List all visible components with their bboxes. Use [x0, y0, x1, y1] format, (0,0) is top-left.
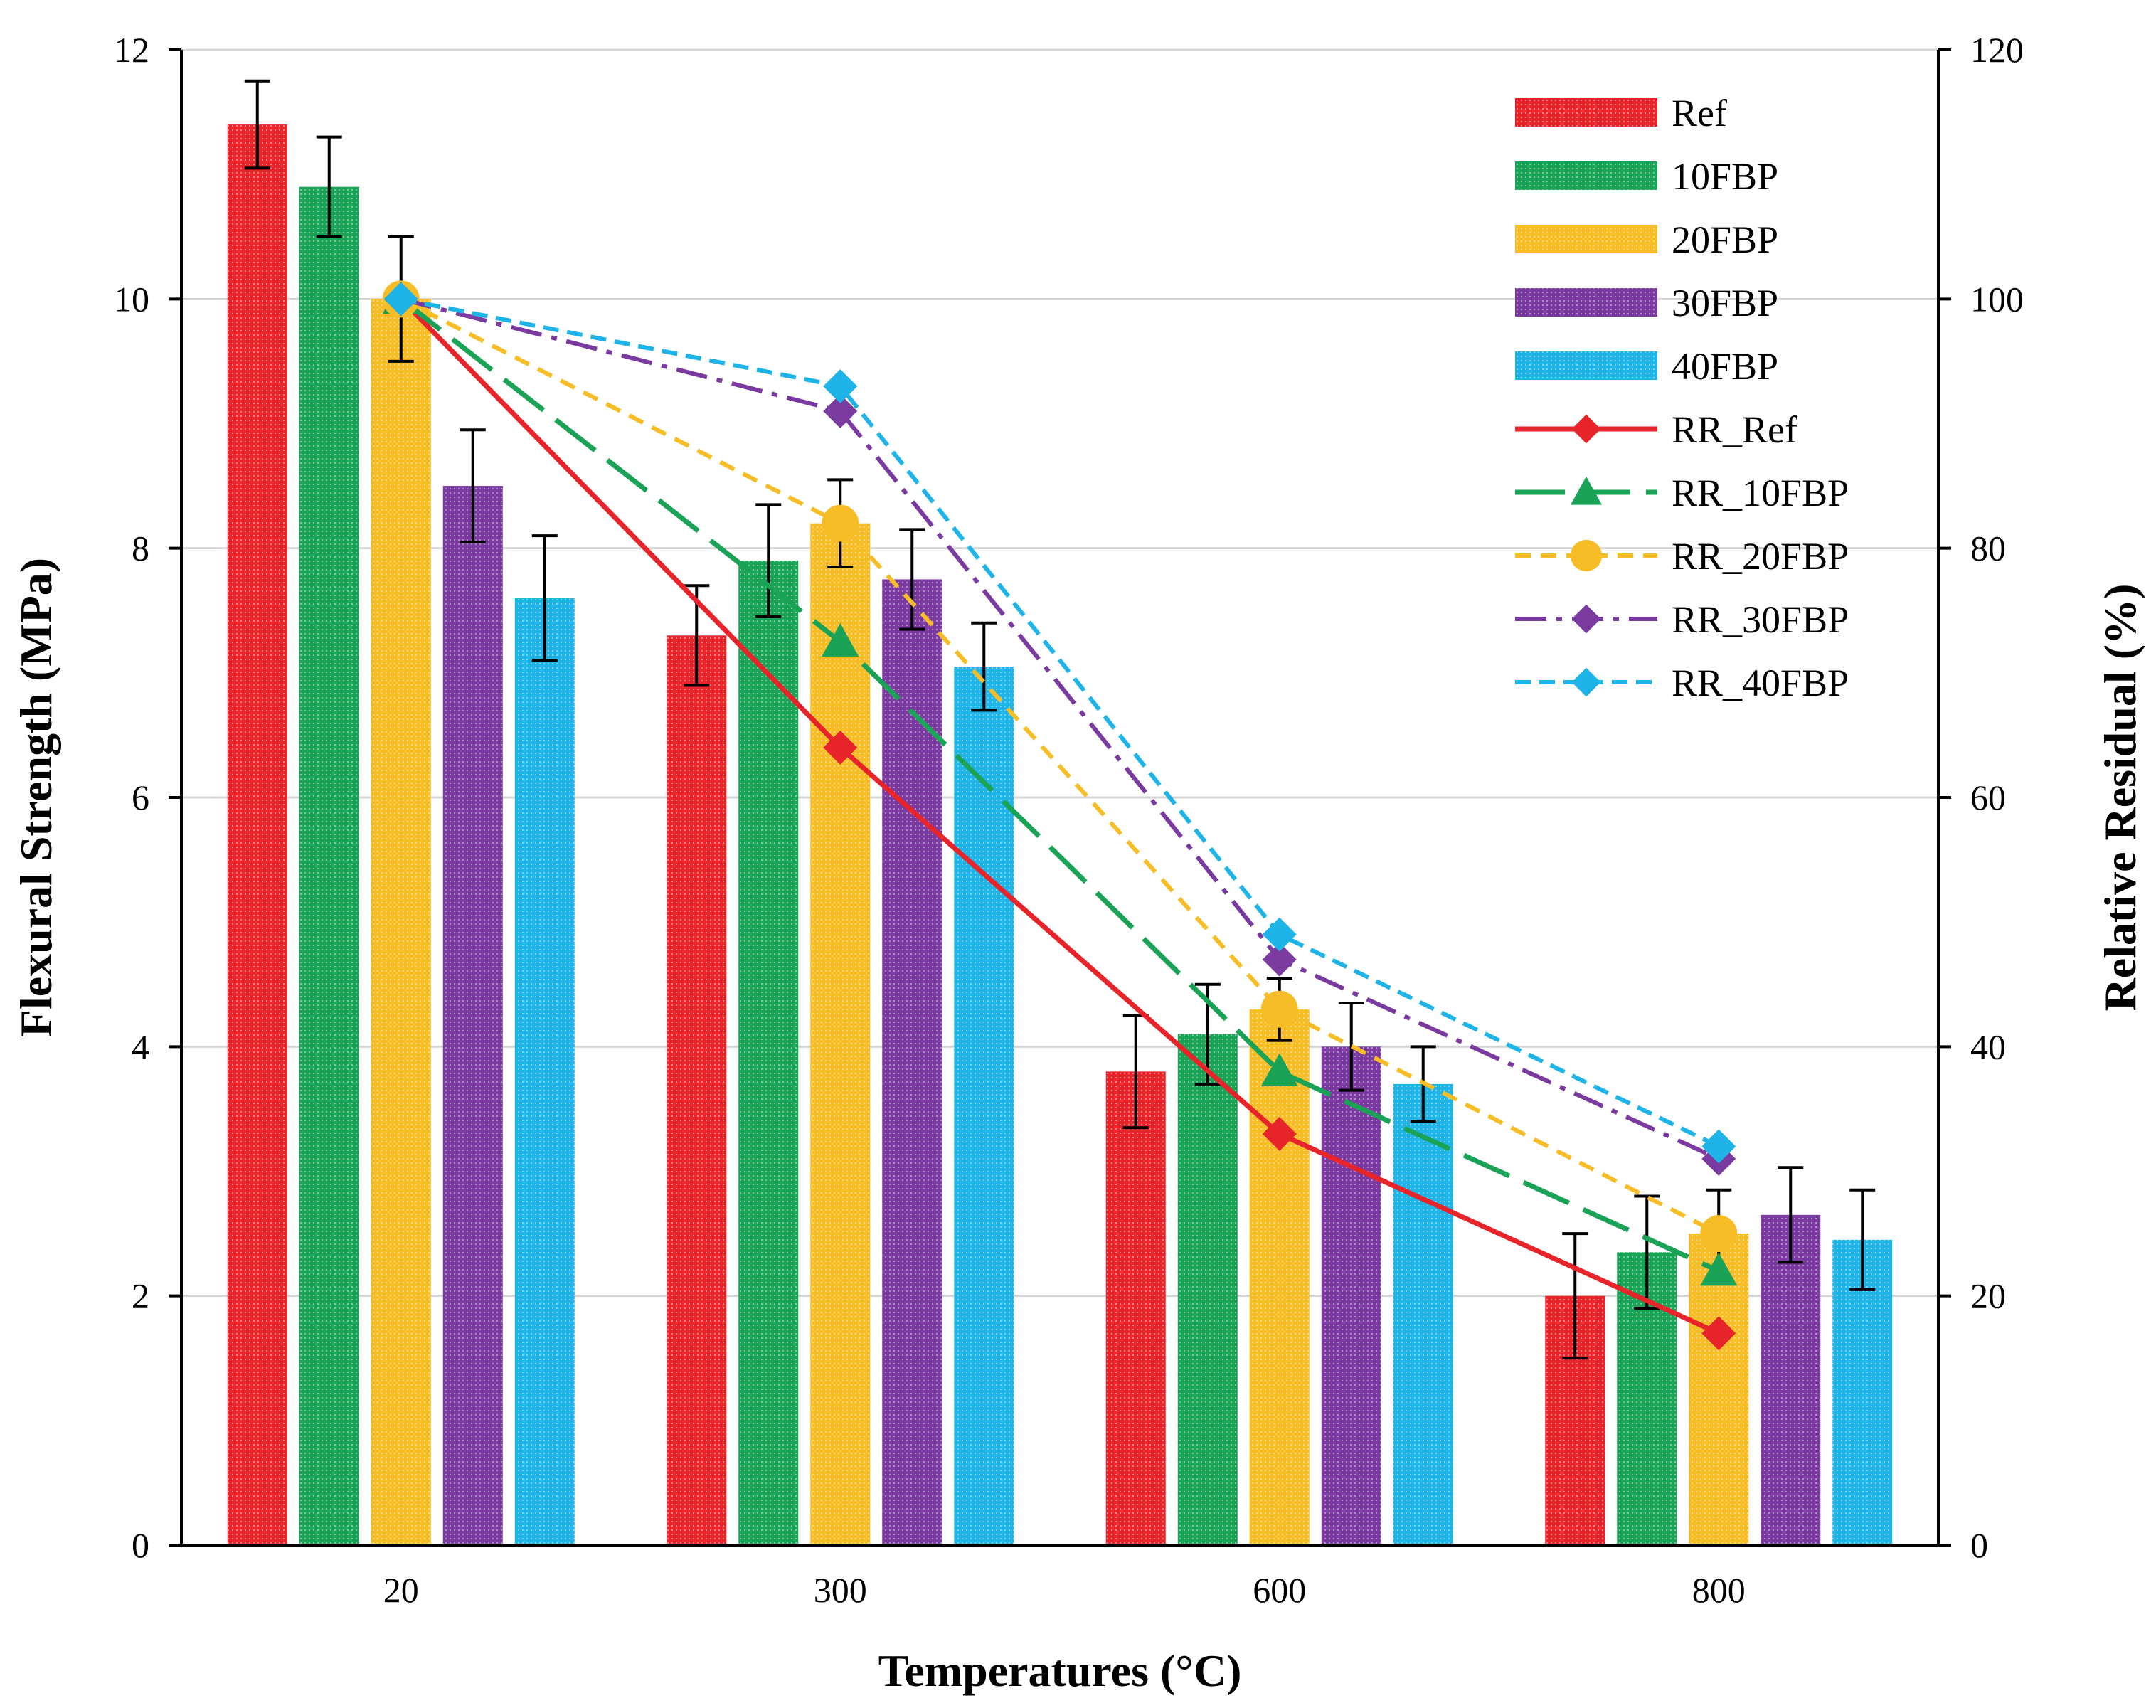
- bar-texture: [1393, 1083, 1453, 1545]
- marker-RR_30FBP-600: [1262, 942, 1297, 977]
- legend-label-40FBP: 40FBP: [1672, 345, 1778, 388]
- y2-tick-label: 80: [1970, 529, 2006, 568]
- marker-RR_40FBP-800: [1701, 1129, 1736, 1164]
- bar-texture: [954, 667, 1014, 1546]
- legend-marker-RR_20FBP: [1570, 539, 1603, 572]
- legend-marker-RR_Ref: [1571, 414, 1601, 444]
- y-tick-label: 6: [132, 778, 149, 817]
- legend-marker-RR_10FBP: [1570, 476, 1603, 505]
- legend-label-RR_30FBP: RR_30FBP: [1672, 598, 1849, 641]
- y-tick-label: 2: [132, 1276, 149, 1316]
- marker-RR_40FBP-300: [823, 368, 858, 403]
- line-series: [382, 280, 1738, 1351]
- error-bar: [1849, 1188, 1876, 1291]
- marker-RR_20FBP-300: [822, 504, 859, 542]
- bar-texture: [1761, 1214, 1821, 1545]
- legend: Ref 10FBP 20FBP 30FBP 40FBP RR_Ref RR_10FBP RR_…: [1515, 92, 1849, 704]
- x-tick-label: 300: [814, 1570, 867, 1610]
- bar-texture: [882, 579, 942, 1546]
- bar-texture: [667, 635, 727, 1545]
- error-bar: [316, 135, 342, 238]
- bar-series: [227, 79, 1893, 1546]
- legend-label-Ref: Ref: [1672, 92, 1727, 134]
- y-tick-label: 12: [114, 30, 149, 70]
- line-RR_40FBP: [400, 297, 1720, 1149]
- y-tick-label: 8: [132, 529, 149, 568]
- y2-tick-label: 60: [1970, 778, 2006, 817]
- line-RR_10FBP: [399, 297, 1720, 1273]
- legend-label-RR_20FBP: RR_20FBP: [1672, 535, 1849, 578]
- x-tick-label: 600: [1253, 1570, 1306, 1610]
- marker-RR_Ref-300: [823, 730, 858, 765]
- y-tick-label: 0: [132, 1525, 149, 1565]
- y2-tick-label: 120: [1970, 30, 2024, 70]
- error-bar: [244, 79, 270, 170]
- legend-swatch-texture: [1515, 225, 1657, 253]
- legend-label-10FBP: 10FBP: [1672, 155, 1778, 198]
- x-tick-label: 20: [383, 1570, 419, 1610]
- error-bar: [531, 534, 558, 662]
- marker-RR_40FBP-600: [1262, 917, 1297, 952]
- legend-label-20FBP: 20FBP: [1672, 218, 1778, 261]
- error-bar: [1634, 1194, 1660, 1310]
- marker-RR_30FBP-300: [823, 393, 858, 428]
- legend-swatch-texture: [1515, 161, 1657, 190]
- line-RR_20FBP: [400, 297, 1720, 1236]
- line-RR_Ref: [399, 297, 1720, 1336]
- x-axis-title: Temperatures (°C): [878, 1645, 1242, 1696]
- legend-label-30FBP: 30FBP: [1672, 282, 1778, 324]
- bar-texture: [299, 186, 359, 1545]
- legend-label-RR_Ref: RR_Ref: [1672, 408, 1797, 451]
- marker-RR_20FBP-800: [1700, 1215, 1738, 1253]
- marker-RR_10FBP-800: [1700, 1252, 1738, 1286]
- error-bar: [755, 503, 782, 619]
- legend-label-RR_40FBP: RR_40FBP: [1672, 662, 1849, 704]
- marker-RR_Ref-800: [1701, 1316, 1736, 1351]
- bar-texture: [227, 124, 287, 1546]
- marker-RR_40FBP-20: [383, 282, 418, 317]
- y2-tick-label: 40: [1970, 1027, 2006, 1066]
- legend-marker-RR_30FBP: [1571, 604, 1601, 634]
- x-tick-label: 800: [1692, 1570, 1746, 1610]
- bar-texture: [1321, 1046, 1381, 1545]
- y-tick-label: 10: [114, 279, 149, 319]
- error-bar: [899, 528, 925, 631]
- y2-axis-title: Relative Residual (%): [2095, 584, 2145, 1012]
- bar-texture: [442, 486, 503, 1546]
- y2-tick-label: 0: [1970, 1525, 1988, 1565]
- y-axis-title: Flexural Strength (MPa): [11, 558, 61, 1037]
- y-tick-label: 4: [132, 1027, 149, 1066]
- bar-texture: [1105, 1071, 1166, 1545]
- line-RR_30FBP: [400, 297, 1720, 1161]
- legend-label-RR_10FBP: RR_10FBP: [1672, 472, 1849, 514]
- bar-texture: [371, 299, 431, 1545]
- legend-marker-RR_40FBP: [1571, 667, 1601, 697]
- legend-swatch-texture: [1515, 288, 1657, 317]
- bar-texture: [1249, 1009, 1310, 1545]
- marker-RR_10FBP-300: [822, 623, 859, 657]
- bar-texture: [810, 523, 871, 1546]
- error-bar: [971, 621, 997, 712]
- y2-tick-label: 20: [1970, 1276, 2006, 1316]
- y2-tick-label: 100: [1970, 279, 2024, 319]
- marker-RR_20FBP-600: [1260, 990, 1298, 1028]
- marker-RR_Ref-600: [1262, 1116, 1297, 1151]
- error-bar: [460, 428, 486, 543]
- bar-texture: [1177, 1034, 1238, 1545]
- bar-texture: [738, 561, 799, 1545]
- legend-swatch-texture: [1515, 98, 1657, 127]
- marker-RR_10FBP-600: [1260, 1053, 1298, 1087]
- error-bar: [1778, 1166, 1804, 1264]
- legend-swatch-texture: [1515, 351, 1657, 380]
- error-bar: [1562, 1232, 1588, 1360]
- bar-texture: [514, 598, 575, 1545]
